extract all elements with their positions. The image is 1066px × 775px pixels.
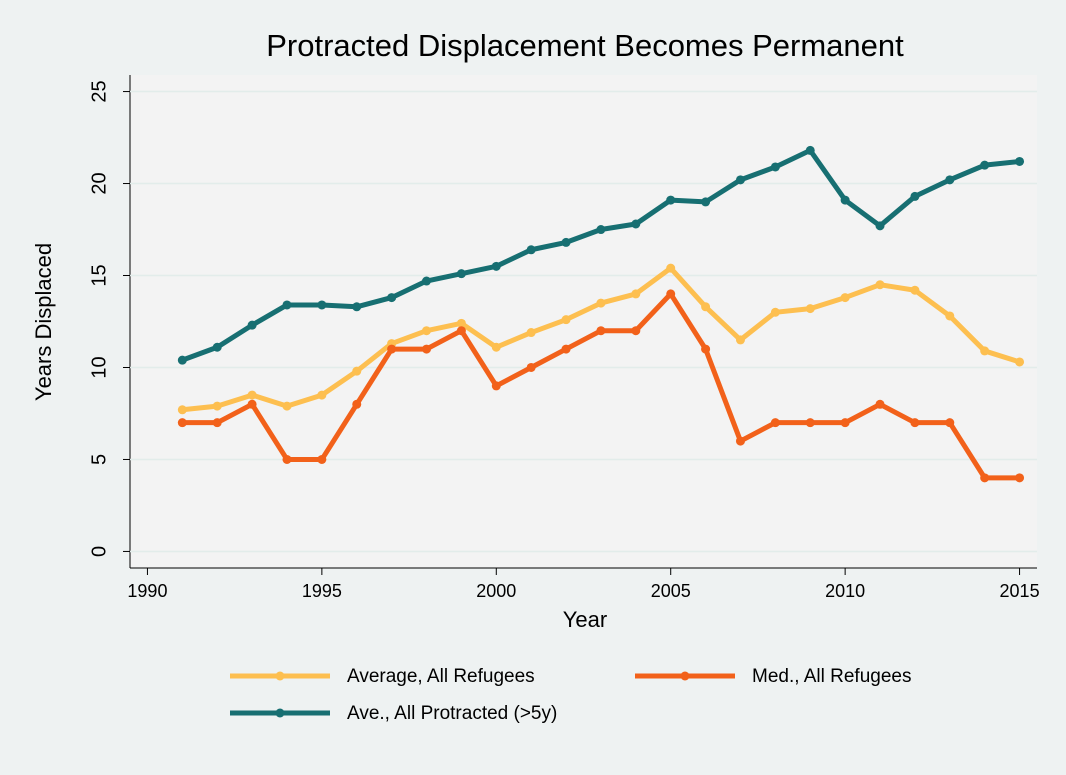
data-point bbox=[770, 418, 780, 428]
y-tick-label: 20 bbox=[88, 172, 110, 194]
data-point bbox=[387, 293, 397, 303]
data-point bbox=[422, 344, 432, 354]
y-tick-label: 15 bbox=[88, 264, 110, 286]
y-axis-title: Years Displaced bbox=[31, 243, 56, 401]
data-point bbox=[317, 454, 327, 464]
data-point bbox=[875, 221, 885, 231]
data-point bbox=[735, 335, 745, 345]
data-point bbox=[1015, 357, 1025, 367]
data-point bbox=[701, 197, 711, 207]
legend-label: Ave., All Protracted (>5y) bbox=[347, 703, 557, 724]
data-point bbox=[177, 405, 187, 415]
data-point bbox=[212, 342, 222, 352]
data-point bbox=[840, 293, 850, 303]
data-point bbox=[1015, 156, 1025, 166]
x-tick-label: 1990 bbox=[127, 581, 167, 601]
data-point bbox=[422, 276, 432, 286]
data-point bbox=[701, 344, 711, 354]
data-point bbox=[735, 175, 745, 185]
data-point bbox=[456, 269, 466, 279]
y-tick-label: 0 bbox=[88, 546, 110, 557]
legend-marker bbox=[680, 671, 690, 681]
data-point bbox=[317, 300, 327, 310]
data-point bbox=[770, 162, 780, 172]
data-point bbox=[282, 401, 292, 411]
legend-marker bbox=[275, 708, 285, 718]
data-point bbox=[491, 381, 501, 391]
data-point bbox=[561, 315, 571, 325]
data-point bbox=[805, 145, 815, 155]
data-point bbox=[596, 298, 606, 308]
data-point bbox=[212, 401, 222, 411]
data-point bbox=[910, 418, 920, 428]
data-point bbox=[666, 195, 676, 205]
data-point bbox=[945, 311, 955, 321]
data-point bbox=[282, 454, 292, 464]
x-tick-label: 1995 bbox=[302, 581, 342, 601]
data-point bbox=[980, 473, 990, 483]
data-point bbox=[631, 289, 641, 299]
data-point bbox=[387, 344, 397, 354]
data-point bbox=[875, 399, 885, 409]
data-point bbox=[596, 225, 606, 235]
data-point bbox=[282, 300, 292, 310]
data-point bbox=[980, 346, 990, 356]
data-point bbox=[945, 418, 955, 428]
x-tick-label: 2015 bbox=[1000, 581, 1040, 601]
data-point bbox=[840, 418, 850, 428]
data-point bbox=[352, 302, 362, 312]
data-point bbox=[910, 191, 920, 201]
x-tick-label: 2010 bbox=[825, 581, 865, 601]
x-tick-label: 2000 bbox=[476, 581, 516, 601]
data-point bbox=[666, 263, 676, 273]
data-point bbox=[980, 160, 990, 170]
data-point bbox=[805, 418, 815, 428]
data-point bbox=[701, 302, 711, 312]
plot-area bbox=[130, 75, 1037, 568]
data-point bbox=[526, 245, 536, 255]
data-point bbox=[596, 326, 606, 336]
data-point bbox=[805, 304, 815, 314]
data-point bbox=[491, 342, 501, 352]
data-point bbox=[526, 362, 536, 372]
data-point bbox=[177, 418, 187, 428]
legend-marker bbox=[275, 671, 285, 681]
legend-label: Med., All Refugees bbox=[752, 666, 911, 687]
data-point bbox=[317, 390, 327, 400]
data-point bbox=[247, 390, 257, 400]
data-point bbox=[247, 399, 257, 409]
data-point bbox=[631, 219, 641, 229]
data-point bbox=[1015, 473, 1025, 483]
x-axis-title: Year bbox=[563, 607, 607, 632]
data-point bbox=[177, 355, 187, 365]
y-tick-label: 10 bbox=[88, 356, 110, 378]
x-tick-label: 2005 bbox=[651, 581, 691, 601]
y-tick-label: 5 bbox=[88, 454, 110, 465]
data-point bbox=[666, 289, 676, 299]
data-point bbox=[875, 280, 885, 290]
data-point bbox=[526, 328, 536, 338]
data-point bbox=[561, 344, 571, 354]
data-point bbox=[352, 366, 362, 376]
chart-title: Protracted Displacement Becomes Permanen… bbox=[266, 28, 904, 63]
data-point bbox=[631, 326, 641, 336]
data-point bbox=[456, 326, 466, 336]
y-tick-label: 25 bbox=[88, 80, 110, 102]
data-point bbox=[212, 418, 222, 428]
data-point bbox=[456, 318, 466, 328]
data-point bbox=[247, 320, 257, 330]
data-point bbox=[735, 436, 745, 446]
data-point bbox=[352, 399, 362, 409]
data-point bbox=[422, 326, 432, 336]
data-point bbox=[770, 307, 780, 317]
data-point bbox=[945, 175, 955, 185]
data-point bbox=[840, 195, 850, 205]
data-point bbox=[910, 285, 920, 295]
data-point bbox=[491, 261, 501, 271]
legend-label: Average, All Refugees bbox=[347, 666, 535, 687]
data-point bbox=[561, 237, 571, 247]
